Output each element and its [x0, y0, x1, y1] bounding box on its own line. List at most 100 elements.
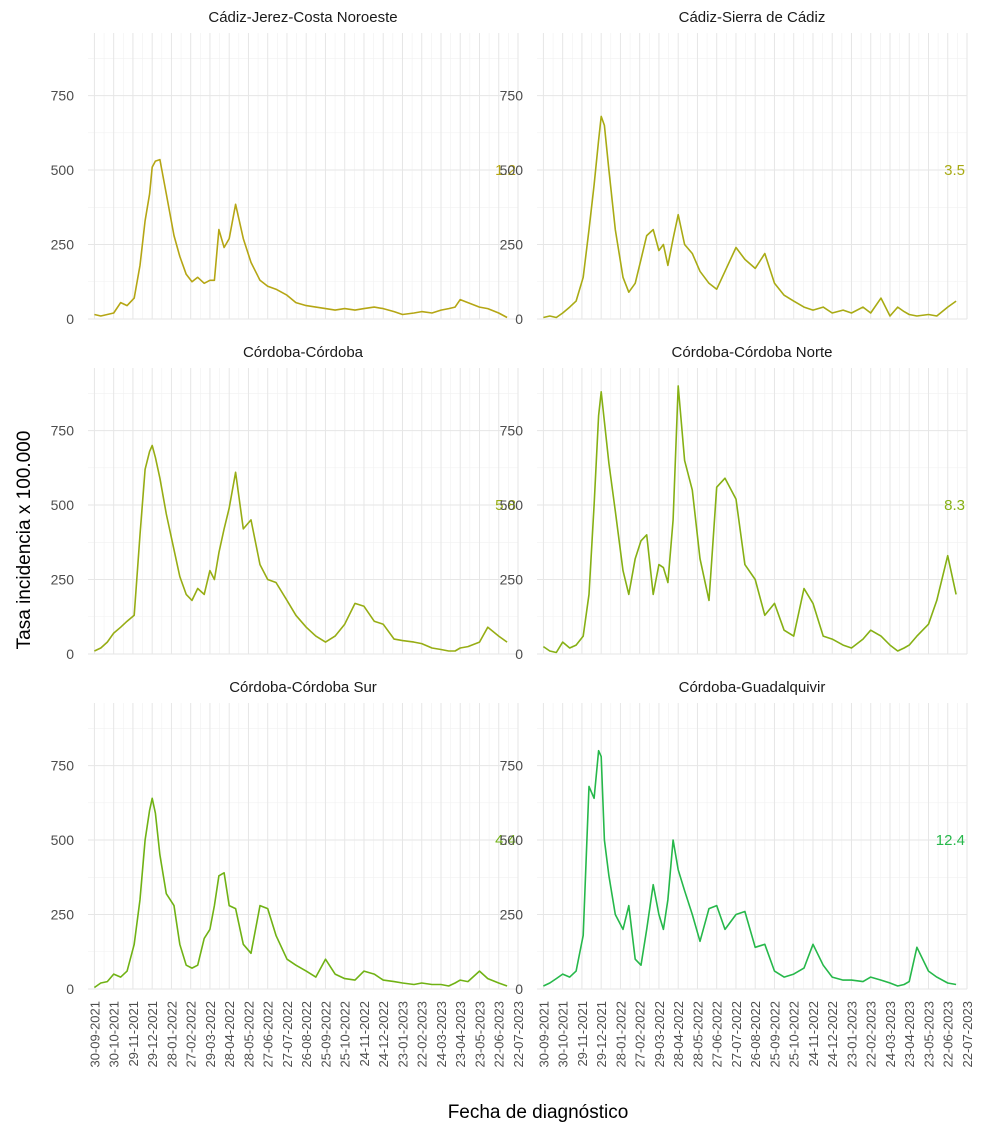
- data-point: [413, 983, 415, 985]
- x-tick-label: 22-06-2023: [941, 1001, 956, 1068]
- data-point: [896, 306, 898, 308]
- data-point: [683, 889, 685, 891]
- data-point: [764, 252, 766, 254]
- data-point: [896, 985, 898, 987]
- data-point: [100, 982, 102, 984]
- data-point: [242, 943, 244, 945]
- x-tick-label: 26-08-2022: [299, 1001, 314, 1068]
- x-tick-label: 23-04-2023: [902, 1001, 917, 1068]
- data-point: [393, 980, 395, 982]
- data-point: [677, 214, 679, 216]
- data-point: [773, 282, 775, 284]
- data-point: [478, 970, 480, 972]
- data-point: [622, 276, 624, 278]
- facet-panel: 0 250 500 750 Cádiz-Sierra de Cádiz 3.5: [500, 9, 968, 327]
- data-point: [793, 973, 795, 975]
- data-point: [165, 193, 167, 195]
- data-point: [487, 307, 489, 309]
- data-point: [842, 979, 844, 981]
- data-point: [646, 928, 648, 930]
- data-point: [658, 563, 660, 565]
- data-point: [275, 581, 277, 583]
- x-tick-label: 26-08-2022: [748, 1001, 763, 1068]
- data-point: [955, 593, 957, 595]
- data-point: [93, 986, 95, 988]
- data-point: [191, 967, 193, 969]
- data-point: [634, 282, 636, 284]
- y-tick-label: 500: [500, 162, 524, 178]
- data-point: [454, 650, 456, 652]
- data-point: [896, 650, 898, 652]
- data-point: [209, 928, 211, 930]
- data-point: [575, 970, 577, 972]
- data-point: [393, 638, 395, 640]
- data-point: [413, 641, 415, 643]
- data-point: [628, 904, 630, 906]
- data-point: [185, 273, 187, 275]
- data-point: [139, 264, 141, 266]
- data-point: [467, 645, 469, 647]
- data-point: [295, 301, 297, 303]
- data-point: [773, 602, 775, 604]
- data-point: [324, 307, 326, 309]
- data-point: [870, 312, 872, 314]
- data-point: [267, 907, 269, 909]
- x-tick-label: 29-12-2021: [594, 1001, 609, 1068]
- data-point: [459, 298, 461, 300]
- data-point: [622, 928, 624, 930]
- data-point: [652, 228, 654, 230]
- x-tick-label: 27-06-2022: [261, 1001, 276, 1068]
- data-point: [151, 166, 153, 168]
- series-line: [93, 797, 508, 989]
- y-tick-label: 250: [51, 572, 75, 588]
- data-point: [440, 983, 442, 985]
- data-point: [447, 307, 449, 309]
- data-point: [569, 306, 571, 308]
- data-point: [179, 255, 181, 257]
- panel-annotation: 8.3: [944, 497, 965, 514]
- data-point: [382, 979, 384, 981]
- data-point: [677, 385, 679, 387]
- data-point: [228, 507, 230, 509]
- data-point: [363, 605, 365, 607]
- data-point: [459, 647, 461, 649]
- data-point: [203, 593, 205, 595]
- data-point: [850, 979, 852, 981]
- facet-panel: 0 250 500 750 Córdoba-Córdoba Sur 4.4 30-09-20…: [51, 679, 526, 1068]
- data-point: [440, 648, 442, 650]
- data-point: [382, 623, 384, 625]
- data-point: [683, 243, 685, 245]
- data-point: [936, 976, 938, 978]
- data-point: [250, 261, 252, 263]
- series-line: [543, 749, 957, 987]
- data-point: [334, 635, 336, 637]
- x-tick-label: 22-07-2023: [511, 1001, 526, 1068]
- y-tick-label: 0: [66, 981, 74, 997]
- data-point: [569, 976, 571, 978]
- data-point: [159, 477, 161, 479]
- x-tick-label: 23-01-2023: [844, 1001, 859, 1068]
- data-point: [112, 973, 114, 975]
- y-tick-label: 500: [51, 162, 75, 178]
- y-tick-label: 0: [66, 646, 74, 662]
- data-point: [100, 315, 102, 317]
- data-point: [672, 519, 674, 521]
- data-point: [401, 982, 403, 984]
- x-tick-label: 30-09-2021: [536, 1001, 551, 1068]
- data-point: [213, 279, 215, 281]
- data-point: [431, 983, 433, 985]
- panel-title: Córdoba-Guadalquivir: [679, 679, 826, 696]
- data-point: [667, 264, 669, 266]
- data-point: [373, 620, 375, 622]
- facet-panel: 0 250 500 750 Cádiz-Jerez-Costa Noroeste 1.2: [51, 9, 519, 327]
- data-point: [267, 285, 269, 287]
- panel-annotation: 3.5: [944, 162, 965, 179]
- data-point: [139, 534, 141, 536]
- data-point: [148, 193, 150, 195]
- data-point: [754, 267, 756, 269]
- data-point: [259, 904, 261, 906]
- data-point: [588, 593, 590, 595]
- data-point: [498, 635, 500, 637]
- data-point: [286, 958, 288, 960]
